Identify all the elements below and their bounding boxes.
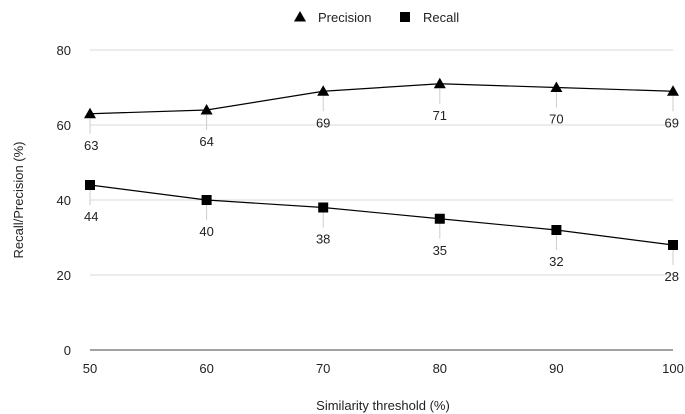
x-axis-title: Similarity threshold (%) [316, 398, 450, 413]
y-axis: 0 20 40 60 80 [57, 43, 71, 358]
recall-point [668, 240, 678, 250]
precision-point [433, 77, 446, 89]
recall-data-label: 35 [433, 243, 447, 258]
recall-legend-label: Recall [423, 10, 459, 25]
x-tick-label: 70 [316, 361, 330, 376]
x-tick-label: 100 [662, 361, 684, 376]
precision-data-label: 69 [665, 115, 679, 130]
y-tick-label: 60 [57, 118, 71, 133]
precision-legend-marker [294, 11, 306, 22]
x-axis: 50 60 70 80 90 100 [83, 349, 684, 376]
recall-legend-marker [400, 12, 410, 22]
precision-data-label: 64 [199, 134, 213, 149]
precision-data-label: 63 [84, 138, 98, 153]
recall-data-label: 40 [199, 224, 213, 239]
recall-data-label: 32 [549, 254, 563, 269]
precision-point [317, 85, 330, 96]
precision-data-label: 70 [549, 112, 563, 127]
precision-data-label: 69 [316, 115, 330, 130]
precision-series: 63 64 69 71 70 69 [84, 77, 679, 153]
precision-point [550, 81, 563, 92]
precision-point [84, 107, 96, 119]
recall-point [551, 225, 562, 235]
x-tick-label: 80 [433, 361, 447, 376]
x-tick-label: 60 [199, 361, 213, 376]
recall-point [434, 213, 445, 224]
recall-point [85, 180, 95, 190]
precision-point [200, 104, 213, 115]
precision-legend-label: Precision [318, 10, 371, 25]
recall-data-label: 38 [316, 232, 330, 247]
precision-point [667, 85, 679, 96]
recall-point [318, 202, 329, 213]
plot-area: 63 64 69 71 70 69 44 40 38 35 32 28 [84, 77, 679, 284]
precision-data-label: 71 [433, 108, 447, 123]
y-axis-title: Recall/Precision (%) [11, 141, 26, 258]
y-tick-label: 20 [57, 268, 71, 283]
y-tick-label: 0 [64, 343, 71, 358]
gridlines [90, 49, 673, 351]
recall-line [89, 184, 674, 246]
recall-data-label: 44 [84, 209, 98, 224]
legend: Precision Recall [294, 10, 459, 25]
y-tick-label: 40 [57, 193, 71, 208]
recall-series: 44 40 38 35 32 28 [84, 180, 679, 284]
recall-point [201, 195, 212, 205]
x-tick-label: 50 [83, 361, 97, 376]
recall-data-label: 28 [665, 269, 679, 284]
y-tick-label: 80 [57, 43, 71, 58]
x-tick-label: 90 [549, 361, 563, 376]
precision-line [89, 83, 674, 115]
